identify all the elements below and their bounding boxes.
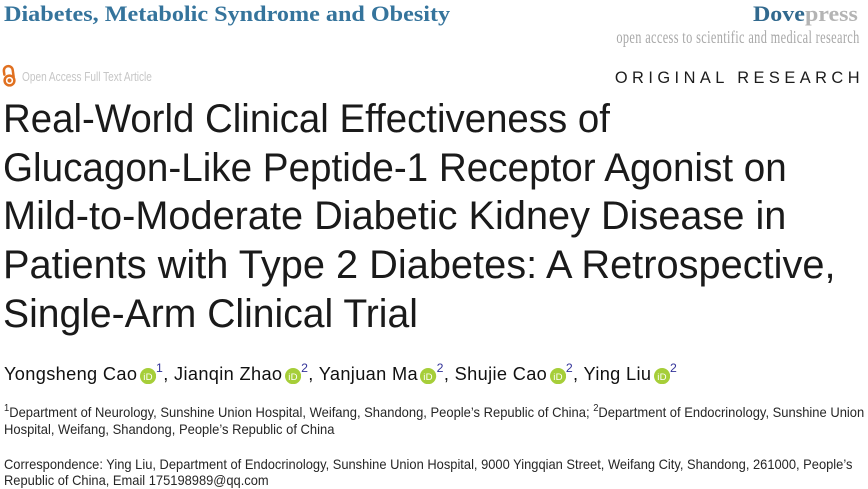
- svg-text:iD: iD: [143, 372, 153, 383]
- svg-text:iD: iD: [553, 372, 563, 383]
- svg-text:iD: iD: [657, 372, 667, 383]
- svg-text:iD: iD: [424, 372, 434, 383]
- svg-text:iD: iD: [288, 372, 298, 383]
